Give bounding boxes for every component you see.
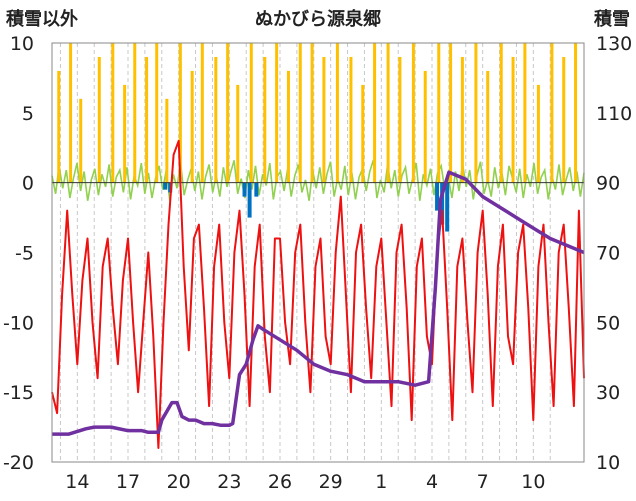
precipitation-bar [249,43,253,183]
precipitation-bar [226,43,230,183]
precipitation-bar [214,56,218,183]
x-tick-label: 29 [319,471,343,493]
right-tick-label: 30 [596,382,620,404]
x-tick-label: 1 [375,471,387,493]
precipitation-bar [263,56,267,183]
left-tick-label: 5 [22,103,34,125]
negative-bar [247,182,252,218]
negative-bar [435,182,440,211]
temperature-line [51,139,585,449]
right-tick-label: 90 [596,173,620,195]
precipitation-bar [411,43,415,183]
wind-series [51,160,585,201]
x-tick-label: 26 [268,471,292,493]
precipitation-bar [111,43,115,183]
precipitation-bar [123,84,127,183]
x-tick-label: 4 [426,471,438,493]
negative-bar [242,182,247,197]
precipitation-bar [133,43,137,183]
left-axis-label: 積雪以外 [5,8,78,30]
right-axis-ticks: 130 110 90 70 50 30 10 [596,33,632,474]
x-tick-label: 7 [477,471,489,493]
wind-line [51,160,585,201]
precipitation-bar [398,56,402,183]
precipitation-bar [562,56,566,183]
precipitation-bar [298,43,302,183]
precipitation-bar [97,56,101,183]
x-tick-label: 20 [167,471,191,493]
precipitation-bar [437,43,441,183]
negative-bar [445,182,450,232]
snow-depth-line [52,170,585,436]
precipitation-bar [236,84,240,183]
precipitation-bar [511,56,515,183]
precipitation-bar [286,70,290,183]
precipitation-bar [335,43,339,183]
precipitation-bar [57,70,61,183]
negative-bar [163,182,168,190]
precipitation-bar [449,43,453,183]
right-tick-label: 10 [596,452,620,474]
left-tick-label: 10 [10,33,34,55]
right-tick-label: 130 [596,33,632,55]
snow-depth-series [52,170,585,436]
left-tick-label: 0 [22,173,34,195]
precipitation-bar [178,43,182,183]
right-tick-label: 50 [596,312,620,334]
left-tick-label: -5 [15,243,34,265]
x-tick-label: 10 [521,471,545,493]
precipitation-bar [423,70,427,183]
precipitation-bar [165,98,169,183]
left-tick-label: -10 [3,312,34,334]
right-axis-label: 積雪 [593,8,630,30]
temperature-series [51,139,585,449]
precipitation-bar [486,70,490,183]
precipitation-bar [310,43,314,183]
precipitation-bar [460,56,464,183]
chart-title: ぬかびら源泉郷 [255,8,381,30]
precipitation-bar [79,98,83,183]
right-tick-label: 70 [596,243,620,265]
x-tick-label: 14 [65,471,89,493]
precipitation-bar [190,70,194,183]
precipitation-bar [200,43,204,183]
precipitation-bar [275,43,279,183]
precipitation-bar [322,56,326,183]
precipitation-bar [574,43,578,183]
precipitation-bar [145,56,149,183]
precipitation-bar [386,43,390,183]
precipitation-bar [536,84,540,183]
precipitation-series [57,43,578,183]
plot-frame [51,42,585,463]
x-tick-label: 23 [217,471,241,493]
precipitation-bar [550,43,554,183]
x-tick-label: 17 [116,471,140,493]
precipitation-bar [523,43,527,183]
left-tick-label: -20 [3,452,34,474]
precipitation-bar [361,84,365,183]
left-axis-ticks: 10 5 0 -5 -10 -15 -20 [3,33,34,474]
precipitation-bar [499,43,503,183]
precipitation-bar [69,43,73,183]
right-tick-label: 110 [596,103,632,125]
precipitation-bar [474,43,478,183]
x-axis-ticks: 14 17 20 23 26 29 1 4 7 10 [65,471,545,493]
precipitation-bar [155,43,159,183]
negative-bar [254,182,259,197]
left-tick-label: -15 [3,382,34,404]
negative-bar [440,182,445,225]
precipitation-bar [373,43,377,183]
precipitation-bar [349,56,353,183]
